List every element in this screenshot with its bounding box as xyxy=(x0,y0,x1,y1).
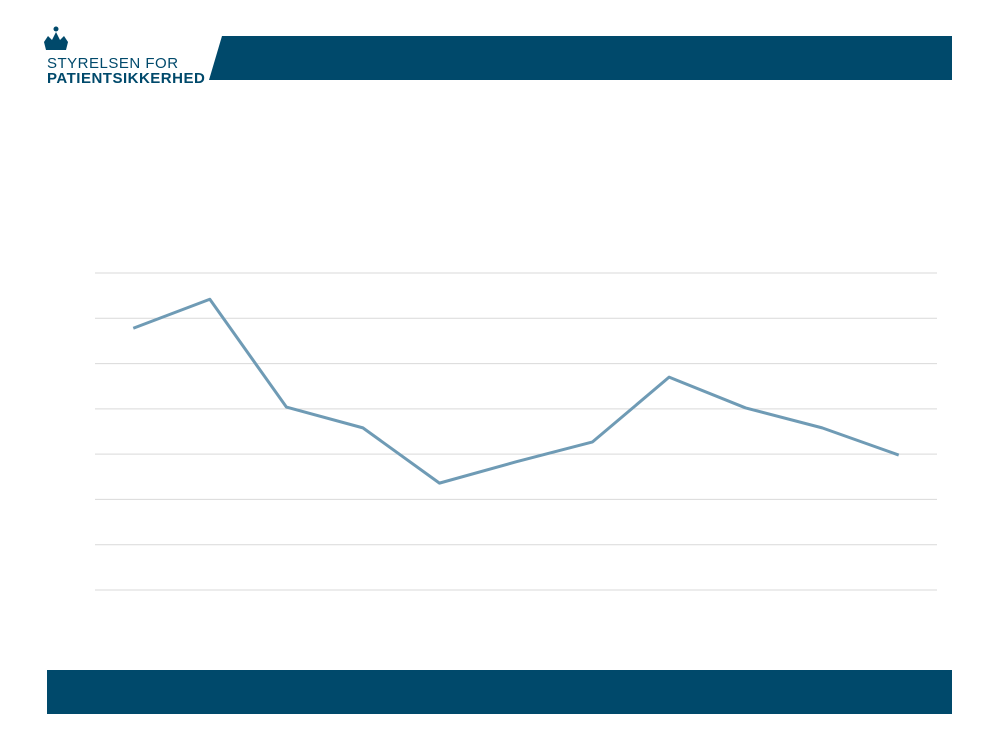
logo: STYRELSEN FOR PATIENTSIKKERHED xyxy=(44,26,205,87)
logo-line1: STYRELSEN FOR xyxy=(47,55,179,72)
data-line xyxy=(132,297,900,485)
crown-icon xyxy=(44,32,68,50)
logo-line2: PATIENTSIKKERHED xyxy=(47,70,205,87)
top-banner xyxy=(209,36,952,80)
bottom-banner xyxy=(47,670,952,714)
crown-top xyxy=(53,26,59,32)
plot xyxy=(95,272,937,591)
